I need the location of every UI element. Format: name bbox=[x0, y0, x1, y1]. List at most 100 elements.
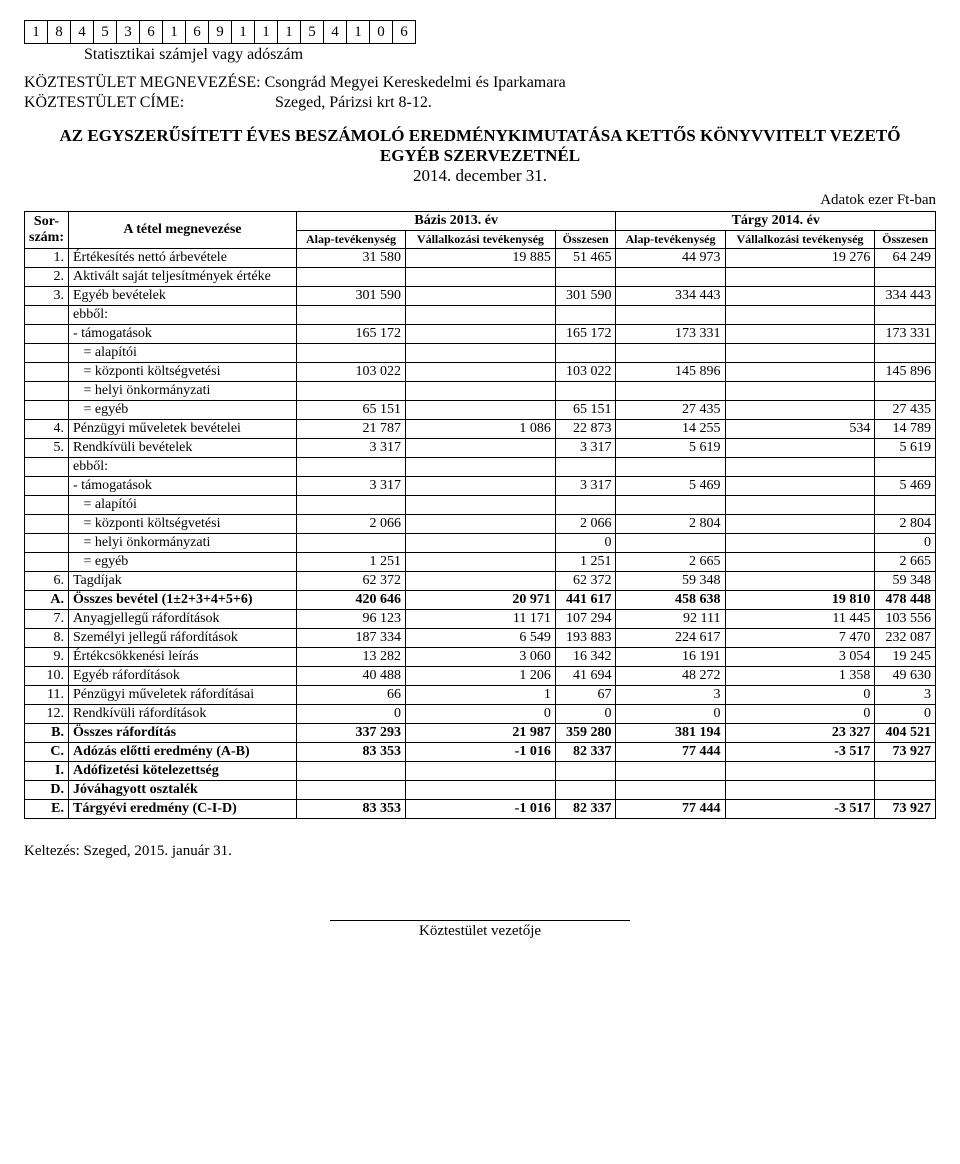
table-row: = alapítói bbox=[25, 496, 936, 515]
cell-t1: 77 444 bbox=[616, 743, 725, 762]
table-row: C.Adózás előtti eredmény (A-B)83 353-1 0… bbox=[25, 743, 936, 762]
title-line-3: 2014. december 31. bbox=[24, 166, 936, 186]
cell-t3: 2 804 bbox=[875, 515, 936, 534]
cell-t3: 0 bbox=[875, 534, 936, 553]
cell-b1: 40 488 bbox=[296, 667, 405, 686]
cell-t1: 224 617 bbox=[616, 629, 725, 648]
cell-t2 bbox=[725, 439, 875, 458]
cell-t2: -3 517 bbox=[725, 800, 875, 819]
table-row: 10.Egyéb ráfordítások40 4881 20641 69448… bbox=[25, 667, 936, 686]
cell-b1: 21 787 bbox=[296, 420, 405, 439]
table-row: 4.Pénzügyi műveletek bevételei21 7871 08… bbox=[25, 420, 936, 439]
cell-name: Rendkívüli bevételek bbox=[68, 439, 296, 458]
cell-b1: 103 022 bbox=[296, 363, 405, 382]
cell-t1: 27 435 bbox=[616, 401, 725, 420]
cell-t2 bbox=[725, 534, 875, 553]
cell-name: Rendkívüli ráfordítások bbox=[68, 705, 296, 724]
cell-t3: 59 348 bbox=[875, 572, 936, 591]
cell-t3: 478 448 bbox=[875, 591, 936, 610]
signature-label: Köztestület vezetője bbox=[330, 920, 630, 940]
cell-t3: 3 bbox=[875, 686, 936, 705]
cell-b1 bbox=[296, 306, 405, 325]
table-row: ebből: bbox=[25, 306, 936, 325]
cell-name: Összes bevétel (1±2+3+4+5+6) bbox=[68, 591, 296, 610]
cell-t2: 0 bbox=[725, 686, 875, 705]
cell-t3: 2 665 bbox=[875, 553, 936, 572]
cell-b2 bbox=[406, 515, 556, 534]
org-name-label: KÖZTESTÜLET MEGNEVEZÉSE: bbox=[24, 74, 261, 92]
cell-b3: 103 022 bbox=[555, 363, 616, 382]
cell-t1: 3 bbox=[616, 686, 725, 705]
cell-b1: 62 372 bbox=[296, 572, 405, 591]
cell-t1 bbox=[616, 306, 725, 325]
cell-t3: 27 435 bbox=[875, 401, 936, 420]
table-row: = egyéb65 15165 15127 43527 435 bbox=[25, 401, 936, 420]
cell-t1: 2 665 bbox=[616, 553, 725, 572]
cell-b2 bbox=[406, 363, 556, 382]
table-row: - támogatások165 172165 172173 331173 33… bbox=[25, 325, 936, 344]
header-targy-ossz: Összesen bbox=[875, 231, 936, 249]
stat-id-digits: 18453616911154106 bbox=[24, 20, 936, 44]
digit-cell: 1 bbox=[162, 20, 186, 44]
cell-t2: 7 470 bbox=[725, 629, 875, 648]
org-name-value: Csongrád Megyei Kereskedelmi és Iparkama… bbox=[265, 74, 566, 91]
cell-name: Értékesítés nettó árbevétele bbox=[68, 249, 296, 268]
cell-b2: -1 016 bbox=[406, 743, 556, 762]
cell-b1: 31 580 bbox=[296, 249, 405, 268]
signature-area: Köztestület vezetője bbox=[24, 920, 936, 940]
cell-t1 bbox=[616, 268, 725, 287]
cell-t2: 534 bbox=[725, 420, 875, 439]
cell-index: 11. bbox=[25, 686, 69, 705]
cell-t2: 0 bbox=[725, 705, 875, 724]
cell-index: 8. bbox=[25, 629, 69, 648]
table-row: 7.Anyagjellegű ráfordítások96 12311 1711… bbox=[25, 610, 936, 629]
cell-index: 4. bbox=[25, 420, 69, 439]
cell-t1: 0 bbox=[616, 705, 725, 724]
cell-b1: 3 317 bbox=[296, 477, 405, 496]
cell-b3: 62 372 bbox=[555, 572, 616, 591]
digit-cell: 6 bbox=[392, 20, 416, 44]
cell-name: Aktivált saját teljesítmények értéke bbox=[68, 268, 296, 287]
cell-t3: 404 521 bbox=[875, 724, 936, 743]
org-addr-line: KÖZTESTÜLET CÍME: Szeged, Párizsi krt 8-… bbox=[24, 94, 936, 112]
cell-b3 bbox=[555, 344, 616, 363]
cell-t2: 3 054 bbox=[725, 648, 875, 667]
cell-b2 bbox=[406, 458, 556, 477]
cell-t2 bbox=[725, 781, 875, 800]
cell-index: 2. bbox=[25, 268, 69, 287]
cell-b3: 65 151 bbox=[555, 401, 616, 420]
table-row: 11.Pénzügyi műveletek ráfordításai661673… bbox=[25, 686, 936, 705]
cell-t2 bbox=[725, 268, 875, 287]
cell-b1: 83 353 bbox=[296, 800, 405, 819]
cell-b1 bbox=[296, 496, 405, 515]
header-tetel: A tétel megnevezése bbox=[68, 212, 296, 249]
header-bazis-ossz: Összesen bbox=[555, 231, 616, 249]
cell-b1: 96 123 bbox=[296, 610, 405, 629]
cell-b3: 22 873 bbox=[555, 420, 616, 439]
cell-t2 bbox=[725, 762, 875, 781]
header-bazis-vall: Vállalkozási tevékenység bbox=[406, 231, 556, 249]
table-row: 2.Aktivált saját teljesítmények értéke bbox=[25, 268, 936, 287]
cell-b1: 337 293 bbox=[296, 724, 405, 743]
cell-index: B. bbox=[25, 724, 69, 743]
cell-index bbox=[25, 344, 69, 363]
cell-name: = egyéb bbox=[68, 553, 296, 572]
digit-cell: 5 bbox=[300, 20, 324, 44]
cell-t3: 0 bbox=[875, 705, 936, 724]
cell-b1: 66 bbox=[296, 686, 405, 705]
cell-b1 bbox=[296, 762, 405, 781]
cell-t1: 92 111 bbox=[616, 610, 725, 629]
cell-t3: 173 331 bbox=[875, 325, 936, 344]
cell-t3: 64 249 bbox=[875, 249, 936, 268]
org-name-line: KÖZTESTÜLET MEGNEVEZÉSE: Csongrád Megyei… bbox=[24, 74, 936, 92]
cell-b2 bbox=[406, 781, 556, 800]
cell-b1: 0 bbox=[296, 705, 405, 724]
cell-b3 bbox=[555, 781, 616, 800]
cell-b3: 82 337 bbox=[555, 800, 616, 819]
cell-b1: 187 334 bbox=[296, 629, 405, 648]
cell-t1: 59 348 bbox=[616, 572, 725, 591]
cell-b2: 19 885 bbox=[406, 249, 556, 268]
cell-name: Pénzügyi műveletek ráfordításai bbox=[68, 686, 296, 705]
cell-t2 bbox=[725, 401, 875, 420]
cell-name: Egyéb bevételek bbox=[68, 287, 296, 306]
